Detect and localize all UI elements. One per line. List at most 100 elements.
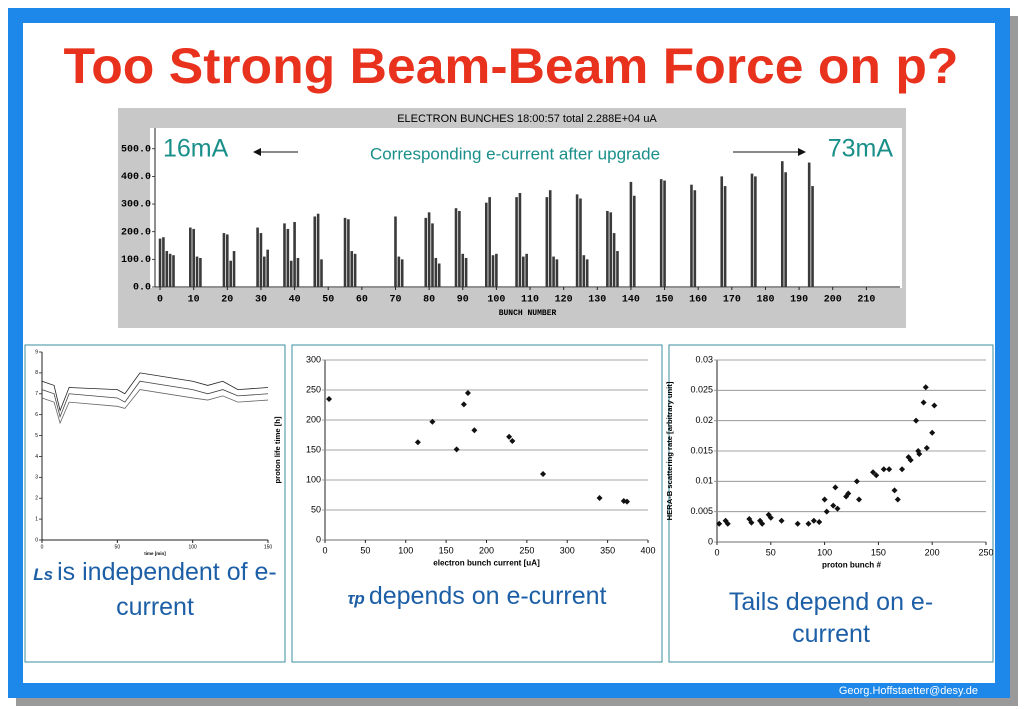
bar (192, 228, 195, 287)
bar (397, 256, 401, 287)
point (916, 451, 923, 458)
bar (723, 186, 727, 287)
point (929, 429, 936, 436)
point (596, 495, 603, 501)
bar (162, 237, 165, 287)
caption-symbol: τp (347, 589, 365, 608)
bar (582, 255, 586, 287)
y-tick-label: 3 (35, 475, 38, 481)
bar (158, 238, 162, 287)
x-tick-label: 80 (423, 295, 435, 306)
y-tick-label: 300.0 (121, 200, 151, 211)
point (821, 496, 828, 503)
x-tick-label: 210 (857, 295, 875, 306)
x-tick-label: 130 (588, 295, 606, 306)
x-tick-label: 150 (871, 547, 886, 557)
bar (266, 249, 269, 287)
y-tick-label: 6 (35, 412, 38, 418)
point (540, 471, 547, 477)
bar (293, 222, 296, 287)
x-tick-label: 0 (714, 547, 719, 557)
point (834, 505, 841, 512)
x-axis-label: BUNCH NUMBER (499, 309, 557, 318)
panel (24, 344, 286, 663)
point (471, 427, 478, 434)
x-tick-label: 100 (398, 545, 413, 555)
point (873, 472, 880, 479)
x-tick-label: 100 (817, 547, 832, 557)
point (767, 514, 774, 521)
point (923, 444, 930, 451)
bar (521, 256, 525, 287)
x-tick-label: 400 (640, 545, 655, 555)
annotation: Corresponding e-current after upgrade (370, 144, 660, 163)
bar (434, 257, 438, 287)
point (506, 433, 513, 440)
point (899, 466, 906, 473)
point (716, 520, 723, 527)
bar (555, 259, 559, 287)
x-tick-label: 90 (457, 295, 469, 306)
bar (259, 233, 263, 287)
y-tick-label: 200 (306, 414, 321, 424)
y-axis-label: HERA-B scattering rate [arbitrary unit] (665, 381, 674, 520)
bar (454, 208, 458, 287)
bar (189, 227, 192, 287)
x-tick-label: 20 (221, 295, 233, 306)
bar (754, 176, 757, 287)
point (794, 520, 801, 527)
y-tick-label: 300 (306, 354, 321, 364)
x-tick-label: 150 (439, 545, 454, 555)
point (920, 399, 927, 406)
y-tick-label: 2 (35, 496, 38, 502)
y-axis-label: proton life time [h] (273, 416, 282, 484)
point (853, 478, 860, 485)
y-tick-label: 0 (35, 537, 38, 543)
x-tick-label: 120 (555, 295, 573, 306)
x-tick-label: 0 (41, 544, 44, 550)
x-tick-label: 70 (389, 295, 401, 306)
x-tick-label: 110 (521, 295, 539, 306)
bar (495, 253, 498, 287)
bar (720, 176, 724, 287)
x-tick-label: 50 (360, 545, 370, 555)
x-tick-label: 0 (322, 545, 327, 555)
point (845, 490, 852, 497)
bar (458, 210, 461, 287)
x-tick-label: 180 (756, 295, 774, 306)
point (907, 457, 914, 464)
bar (424, 217, 428, 287)
y-tick-label: 0.02 (695, 415, 713, 425)
bar (320, 259, 323, 287)
x-tick-label: 10 (188, 295, 200, 306)
x-tick-label: 100 (188, 544, 197, 550)
bar (316, 213, 320, 287)
y-tick-label: 0 (316, 534, 321, 544)
annotation: 16mA (163, 135, 229, 163)
y-tick-label: 8 (35, 370, 38, 376)
y-tick-label: 4 (35, 454, 38, 460)
point (886, 466, 893, 473)
x-axis-label: time [min] (144, 551, 166, 556)
y-tick-label: 50 (311, 504, 321, 514)
x-axis-label: proton bunch # (822, 561, 881, 570)
caption-symbol: Ls (33, 565, 54, 584)
bar (461, 253, 465, 287)
y-tick-label: 100.0 (121, 255, 151, 266)
bar (616, 251, 619, 287)
bar (226, 234, 229, 287)
x-tick-label: 200 (824, 295, 842, 306)
y-tick-label: 7 (35, 391, 38, 397)
y-tick-label: 150 (306, 444, 321, 454)
x-tick-label: 190 (790, 295, 808, 306)
point (460, 401, 467, 408)
point (724, 520, 731, 527)
x-tick-label: 250 (519, 545, 534, 555)
x-tick-label: 170 (723, 295, 741, 306)
y-tick-label: 1 (35, 516, 38, 522)
bar (606, 210, 609, 287)
bar (811, 186, 814, 287)
y-tick-label: 400.0 (121, 172, 151, 183)
